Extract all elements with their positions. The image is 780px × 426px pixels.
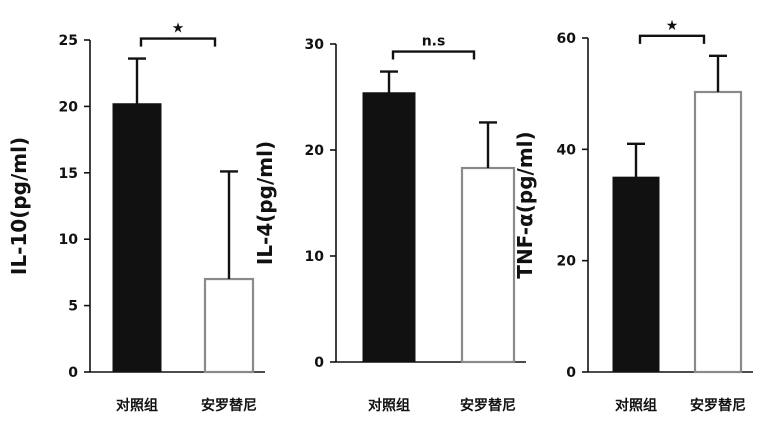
bar <box>112 103 162 373</box>
y-tick-label: 20 <box>59 99 79 115</box>
y-tick-label: 0 <box>68 365 78 381</box>
bar <box>693 90 743 374</box>
category-label: 安罗替尼 <box>690 397 746 414</box>
y-tick-label: 0 <box>566 365 576 381</box>
bar <box>362 92 416 363</box>
y-tick-label: 25 <box>59 33 78 49</box>
category-label: 安罗替尼 <box>460 397 516 414</box>
y-tick-label: 10 <box>59 232 79 248</box>
significance-bracket <box>638 34 706 44</box>
significance-bracket <box>139 37 217 47</box>
bar <box>203 277 255 374</box>
y-tick-label: 20 <box>557 254 577 270</box>
category-label: 对照组 <box>615 397 657 414</box>
significance-bracket <box>391 50 476 60</box>
y-tick-label: 5 <box>68 299 78 315</box>
y-axis-label: TNF-α(pg/ml) <box>513 131 537 278</box>
y-tick-label: 30 <box>305 37 325 53</box>
y-tick-label: 40 <box>557 142 577 158</box>
y-tick-label: 20 <box>305 143 325 159</box>
y-axis-label: IL-10(pg/ml) <box>7 137 31 275</box>
significance-label: ★ <box>666 18 679 34</box>
y-tick-label: 15 <box>59 166 78 182</box>
category-label: 安罗替尼 <box>201 397 257 414</box>
y-tick-label: 10 <box>305 249 325 265</box>
significance-label: ★ <box>172 21 185 37</box>
category-label: 对照组 <box>116 397 158 414</box>
significance-label: n.s <box>422 34 446 50</box>
y-tick-label: 0 <box>314 355 324 371</box>
bar <box>460 166 516 364</box>
y-axis-label: IL-4(pg/ml) <box>253 141 277 265</box>
category-label: 对照组 <box>368 397 410 414</box>
bar <box>612 176 660 373</box>
y-tick-label: 60 <box>557 31 577 47</box>
